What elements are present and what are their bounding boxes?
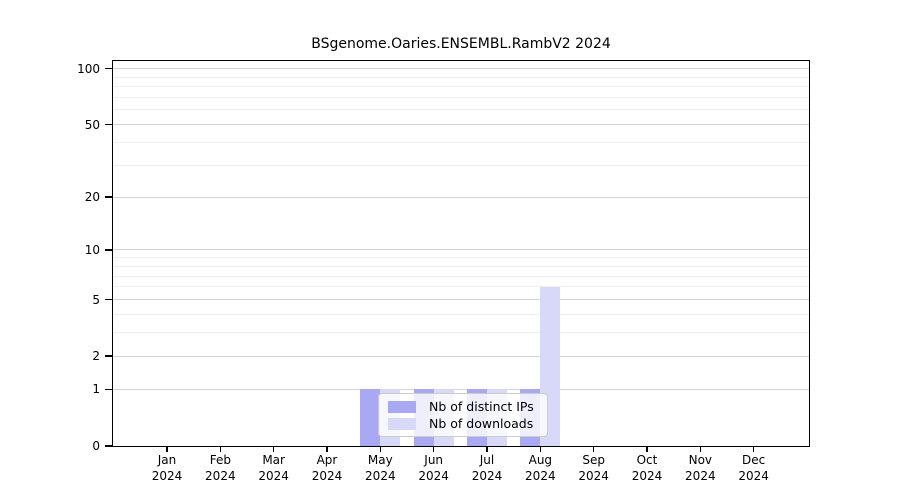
x-tick-label-mar: Mar 2024 bbox=[258, 453, 289, 483]
gridline-minor bbox=[113, 86, 809, 88]
gridline-minor bbox=[113, 109, 809, 111]
y-tick-mark bbox=[105, 249, 112, 251]
gridline-major bbox=[113, 299, 809, 301]
x-tick-mark bbox=[539, 447, 542, 452]
legend-row-downloads: Nb of downloads bbox=[388, 416, 538, 431]
plot-area bbox=[113, 61, 809, 446]
x-tick-label-apr: Apr 2024 bbox=[311, 453, 343, 483]
downloads-swatch bbox=[388, 417, 416, 430]
x-tick-mark bbox=[752, 447, 755, 452]
y-tick-mark bbox=[105, 123, 112, 126]
gridline-major bbox=[113, 388, 809, 390]
x-tick-label-dec: Dec 2024 bbox=[738, 453, 769, 483]
y-tick-label: 2 bbox=[92, 349, 100, 364]
x-tick-mark bbox=[432, 447, 435, 452]
x-tick-label-nov: Nov 2024 bbox=[685, 453, 716, 483]
y-tick-label: 20 bbox=[84, 190, 100, 205]
y-tick-label: 10 bbox=[84, 242, 100, 257]
y-tick-mark bbox=[105, 355, 112, 357]
x-tick-mark bbox=[592, 447, 595, 452]
gridline-minor bbox=[113, 257, 809, 259]
y-tick-label: 50 bbox=[84, 117, 100, 132]
legend-label-distinct-ips: Nb of distinct IPs bbox=[429, 399, 534, 414]
chart-title: BSgenome.Oaries.ENSEMBL.RambV2 2024 bbox=[311, 36, 611, 52]
gridline-minor bbox=[113, 164, 809, 166]
x-tick-mark bbox=[166, 447, 168, 452]
x-tick-label-aug: Aug 2024 bbox=[525, 453, 556, 483]
x-tick-label-may: May 2024 bbox=[365, 453, 396, 483]
y-tick-label: 5 bbox=[92, 292, 100, 307]
gridline-minor bbox=[113, 286, 809, 288]
bar-distinct-ips-may bbox=[360, 389, 381, 446]
distinct-ips-swatch bbox=[388, 400, 416, 413]
y-tick-mark bbox=[105, 388, 112, 391]
gridline-major bbox=[113, 196, 809, 198]
y-tick-mark bbox=[105, 67, 112, 70]
y-tick-mark bbox=[105, 445, 112, 447]
x-tick-mark bbox=[486, 447, 488, 452]
legend-row-distinct-ips: Nb of distinct IPs bbox=[388, 399, 538, 414]
y-tick-mark bbox=[105, 298, 112, 301]
x-tick-label-oct: Oct 2024 bbox=[631, 453, 663, 483]
gridline-major bbox=[113, 355, 809, 357]
y-tick-label: 1 bbox=[92, 382, 100, 397]
gridline-minor bbox=[113, 76, 809, 78]
y-tick-mark bbox=[105, 196, 112, 198]
x-tick-mark bbox=[646, 447, 648, 452]
gridline-major bbox=[113, 249, 809, 251]
gridline-major bbox=[113, 124, 809, 126]
gridline-minor bbox=[113, 275, 809, 277]
x-tick-mark bbox=[326, 447, 328, 452]
x-tick-mark bbox=[699, 447, 702, 452]
x-tick-mark bbox=[219, 447, 222, 452]
x-tick-mark bbox=[379, 447, 382, 452]
gridline-minor bbox=[113, 141, 809, 143]
x-tick-label-jun: Jun 2024 bbox=[418, 453, 449, 483]
y-tick-label: 0 bbox=[92, 439, 100, 453]
x-tick-mark bbox=[272, 447, 275, 452]
x-tick-label-feb: Feb 2024 bbox=[205, 453, 236, 483]
x-tick-label-sep: Sep 2024 bbox=[578, 453, 609, 483]
y-tick-label: 100 bbox=[77, 61, 100, 76]
gridline-minor bbox=[113, 265, 809, 267]
gridline-major bbox=[113, 68, 809, 70]
legend-label-downloads: Nb of downloads bbox=[429, 416, 534, 431]
x-tick-label-jul: Jul 2024 bbox=[471, 453, 503, 483]
x-tick-label-jan: Jan 2024 bbox=[151, 453, 183, 483]
legend: Nb of distinct IPs Nb of downloads bbox=[378, 393, 548, 437]
gridline-minor bbox=[113, 313, 809, 315]
gridline-minor bbox=[113, 97, 809, 99]
gridline-minor bbox=[113, 332, 809, 334]
